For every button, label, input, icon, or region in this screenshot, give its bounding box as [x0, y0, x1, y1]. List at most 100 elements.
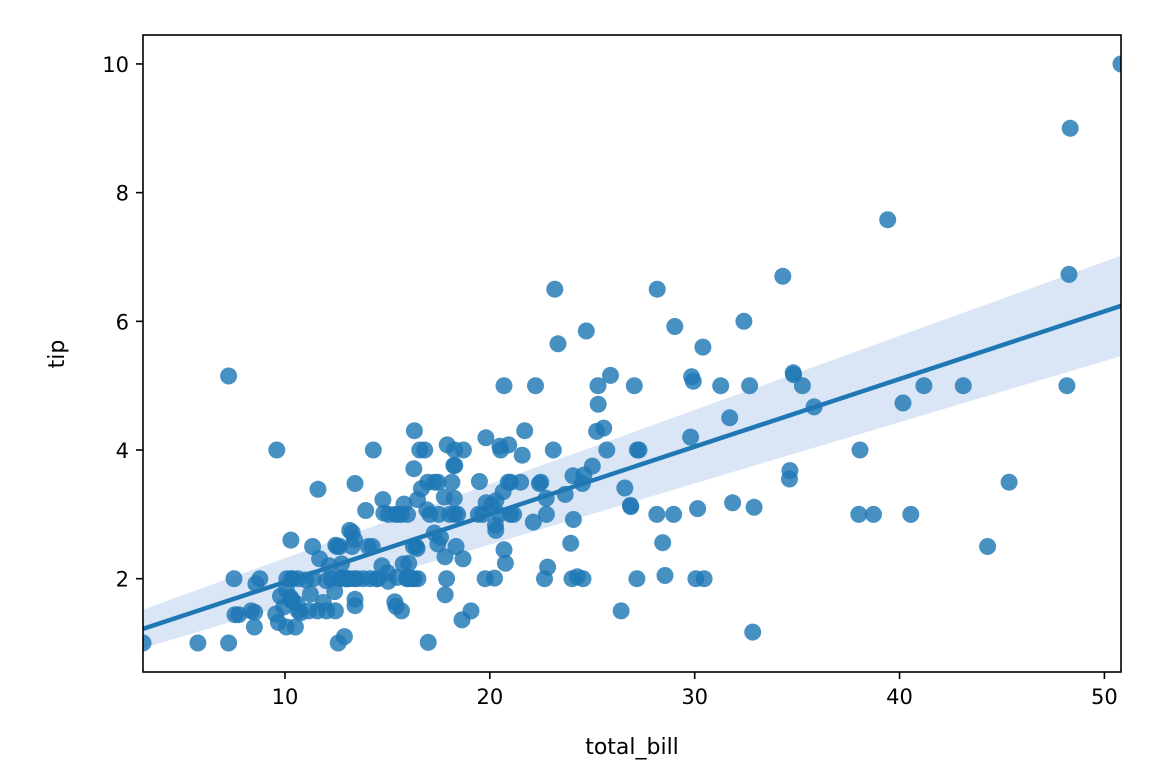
- data-point: [268, 441, 286, 459]
- data-point: [694, 338, 712, 356]
- y-tick-label: 8: [116, 182, 129, 206]
- data-point: [612, 602, 630, 620]
- data-point: [532, 473, 550, 491]
- data-point: [516, 422, 534, 440]
- x-tick-label: 50: [1091, 685, 1118, 709]
- data-point: [405, 460, 423, 478]
- data-point: [335, 628, 353, 646]
- data-point: [648, 505, 666, 523]
- data-point: [654, 534, 672, 552]
- data-point: [793, 377, 811, 395]
- data-point: [589, 377, 607, 395]
- data-point: [724, 494, 742, 512]
- x-tick-label: 40: [886, 685, 913, 709]
- data-point: [954, 377, 972, 395]
- data-point: [364, 441, 382, 459]
- data-point: [374, 491, 392, 509]
- data-point: [513, 446, 531, 464]
- data-point: [416, 441, 434, 459]
- data-point: [454, 550, 472, 568]
- data-point: [304, 538, 322, 555]
- data-point: [246, 603, 264, 621]
- data-point: [309, 480, 327, 498]
- data-point: [665, 505, 683, 523]
- data-point: [282, 531, 300, 549]
- plot-area: [143, 55, 1121, 652]
- data-point: [774, 267, 792, 285]
- x-tick-label: 30: [681, 685, 708, 709]
- data-point: [915, 377, 933, 395]
- data-point: [245, 618, 263, 636]
- data-point: [666, 318, 684, 335]
- data-point: [445, 489, 463, 507]
- data-point: [894, 394, 912, 412]
- data-point: [527, 377, 544, 395]
- data-point: [574, 570, 592, 588]
- data-point: [589, 395, 607, 413]
- data-point: [583, 457, 601, 475]
- y-axis-label: tip: [45, 340, 70, 369]
- data-point: [1061, 119, 1079, 137]
- data-point: [220, 367, 238, 385]
- plot-frame: [142, 34, 1122, 673]
- x-tick-label: 10: [272, 685, 299, 709]
- data-point: [438, 570, 456, 588]
- data-point: [1112, 55, 1121, 73]
- y-tick-label: 10: [102, 53, 129, 77]
- data-point: [495, 377, 513, 395]
- x-tick-label: 20: [476, 685, 503, 709]
- data-point: [850, 505, 868, 523]
- data-point: [400, 554, 418, 572]
- data-point: [656, 567, 674, 584]
- data-point: [495, 541, 513, 559]
- data-point: [865, 505, 882, 523]
- data-point: [462, 602, 480, 620]
- data-point: [684, 372, 702, 390]
- data-point: [648, 280, 666, 298]
- data-point: [251, 570, 269, 588]
- data-point: [346, 475, 364, 492]
- data-point: [630, 441, 648, 459]
- data-point: [564, 511, 582, 528]
- data-point: [500, 436, 518, 454]
- data-point: [549, 335, 567, 353]
- data-point: [486, 569, 503, 587]
- data-point: [326, 583, 344, 601]
- data-point: [429, 473, 447, 491]
- data-point: [449, 505, 467, 523]
- data-point: [331, 538, 348, 555]
- data-point: [345, 531, 363, 548]
- data-point: [689, 500, 707, 518]
- data-point: [562, 534, 580, 552]
- data-point: [524, 513, 542, 531]
- data-point: [616, 479, 634, 497]
- data-point: [539, 558, 557, 576]
- data-point: [628, 570, 646, 588]
- data-point: [446, 457, 464, 474]
- data-point: [409, 570, 427, 588]
- y-tick-label: 4: [116, 439, 129, 463]
- axes: 10 20 30 40 50 2 4 6 8 10: [102, 53, 1118, 709]
- data-point: [357, 502, 375, 519]
- data-point: [496, 554, 514, 572]
- data-point: [189, 634, 207, 652]
- data-point: [286, 618, 304, 636]
- data-point: [602, 366, 619, 384]
- data-point: [436, 548, 454, 566]
- data-point: [225, 570, 243, 588]
- data-point: [143, 634, 152, 652]
- regression-line: [143, 303, 1121, 632]
- x-axis-label: total_bill: [585, 735, 679, 760]
- data-point: [447, 538, 465, 555]
- data-point: [695, 570, 713, 588]
- data-point: [301, 585, 319, 603]
- data-point: [546, 280, 564, 298]
- data-point: [744, 623, 762, 641]
- data-point: [721, 409, 739, 427]
- y-tick-label: 6: [116, 310, 129, 334]
- y-tick-label: 2: [116, 568, 129, 592]
- data-point: [979, 538, 997, 555]
- data-point: [851, 441, 869, 459]
- data-point: [595, 419, 613, 437]
- data-point: [326, 602, 344, 620]
